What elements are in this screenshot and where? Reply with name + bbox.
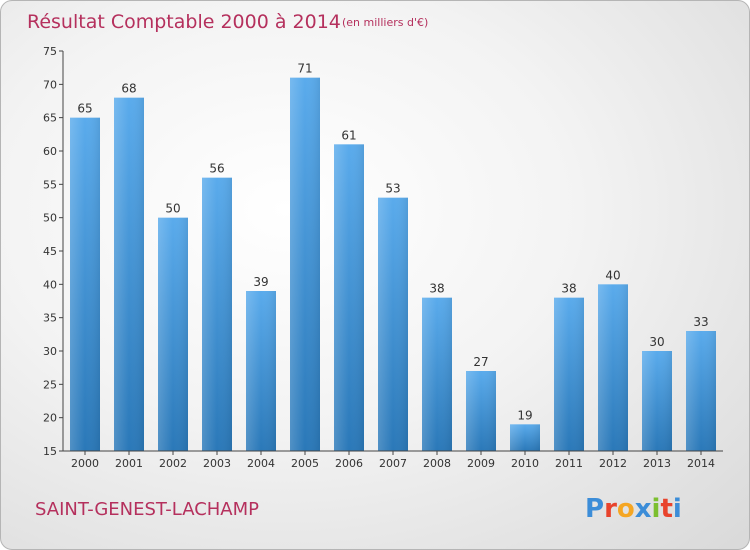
bar-shine-2009 <box>466 371 496 451</box>
logo-letter: t <box>660 494 672 524</box>
y-tick-label: 45 <box>43 245 57 258</box>
y-tick-label: 40 <box>43 278 57 291</box>
x-tick-label-2007: 2007 <box>379 457 407 470</box>
data-label-2011: 38 <box>561 282 576 296</box>
x-tick-label-2010: 2010 <box>511 457 539 470</box>
y-tick-label: 15 <box>43 445 57 458</box>
x-tick-label-2011: 2011 <box>555 457 583 470</box>
bar-shine-2006 <box>334 144 364 452</box>
logo-letter: r <box>604 494 617 524</box>
y-tick-label: 20 <box>43 412 57 425</box>
x-tick-label-2014: 2014 <box>687 457 715 470</box>
data-label-2008: 38 <box>429 282 444 296</box>
town-name: SAINT-GENEST-LACHAMP <box>35 499 259 520</box>
chart-title: Résultat Comptable 2000 à 2014 <box>27 11 341 33</box>
data-label-2000: 65 <box>77 102 92 116</box>
data-label-2014: 33 <box>693 315 708 329</box>
logo-letter: i <box>673 494 682 524</box>
y-tick-label: 25 <box>43 378 57 391</box>
x-tick-label-2005: 2005 <box>291 457 319 470</box>
data-label-2009: 27 <box>473 355 488 369</box>
bar-shine-2007 <box>378 197 408 451</box>
bar-shine-2005 <box>290 77 320 452</box>
logo-letter: x <box>635 494 652 524</box>
y-tick-label: 65 <box>43 112 57 125</box>
x-tick-label-2013: 2013 <box>643 457 671 470</box>
y-tick-label: 30 <box>43 345 57 358</box>
data-label-2006: 61 <box>341 128 356 142</box>
x-tick-label-2008: 2008 <box>423 457 451 470</box>
bar-shine-2000 <box>70 117 100 452</box>
proxiti-logo: Proxiti <box>585 494 682 524</box>
bar-shine-2014 <box>686 331 716 451</box>
bar-shine-2001 <box>114 97 144 452</box>
y-tick-label: 75 <box>43 45 57 58</box>
data-label-2012: 40 <box>605 268 620 282</box>
logo-letter: P <box>585 494 604 524</box>
logo-letter: i <box>652 494 661 524</box>
bars: 65 68 50 56 39 71 61 53 38 27 19 38 40 30 33 <box>70 62 716 452</box>
data-label-2001: 68 <box>121 82 136 96</box>
y-tick-label: 50 <box>43 212 57 225</box>
x-tick-label-2012: 2012 <box>599 457 627 470</box>
data-label-2002: 50 <box>165 202 180 216</box>
y-tick-label: 60 <box>43 145 57 158</box>
data-label-2003: 56 <box>209 162 224 176</box>
y-tick-label: 35 <box>43 312 57 325</box>
bar-shine-2008 <box>422 297 452 451</box>
bar-shine-2003 <box>202 177 232 451</box>
bar-shine-2013 <box>642 351 672 451</box>
data-label-2010: 19 <box>517 408 532 422</box>
y-tick-label: 55 <box>43 178 57 191</box>
bar-shine-2004 <box>246 291 276 451</box>
bar-shine-2012 <box>598 284 628 451</box>
bar-shine-2010 <box>510 424 540 451</box>
x-tick-label-2004: 2004 <box>247 457 275 470</box>
data-label-2005: 71 <box>297 62 312 76</box>
x-axis: 2000 2001 2002 2003 2004 2005 2006 2007 2008 2009… <box>63 450 723 470</box>
x-tick-label-2006: 2006 <box>335 457 363 470</box>
data-label-2013: 30 <box>649 335 664 349</box>
x-tick-label-2001: 2001 <box>115 457 143 470</box>
x-tick-label-2002: 2002 <box>159 457 187 470</box>
data-label-2004: 39 <box>253 275 268 289</box>
data-label-2007: 53 <box>385 182 400 196</box>
y-axis: 15 20 25 30 35 40 45 50 55 60 65 70 75 <box>43 45 64 458</box>
chart-unit-note: (en milliers d'€) <box>342 16 428 29</box>
y-tick-label: 70 <box>43 78 57 91</box>
x-tick-label-2000: 2000 <box>71 457 99 470</box>
bar-shine-2002 <box>158 217 188 451</box>
x-tick-label-2003: 2003 <box>203 457 231 470</box>
x-tick-label-2009: 2009 <box>467 457 495 470</box>
logo-letter: o <box>617 494 635 524</box>
bar-shine-2011 <box>554 297 584 451</box>
